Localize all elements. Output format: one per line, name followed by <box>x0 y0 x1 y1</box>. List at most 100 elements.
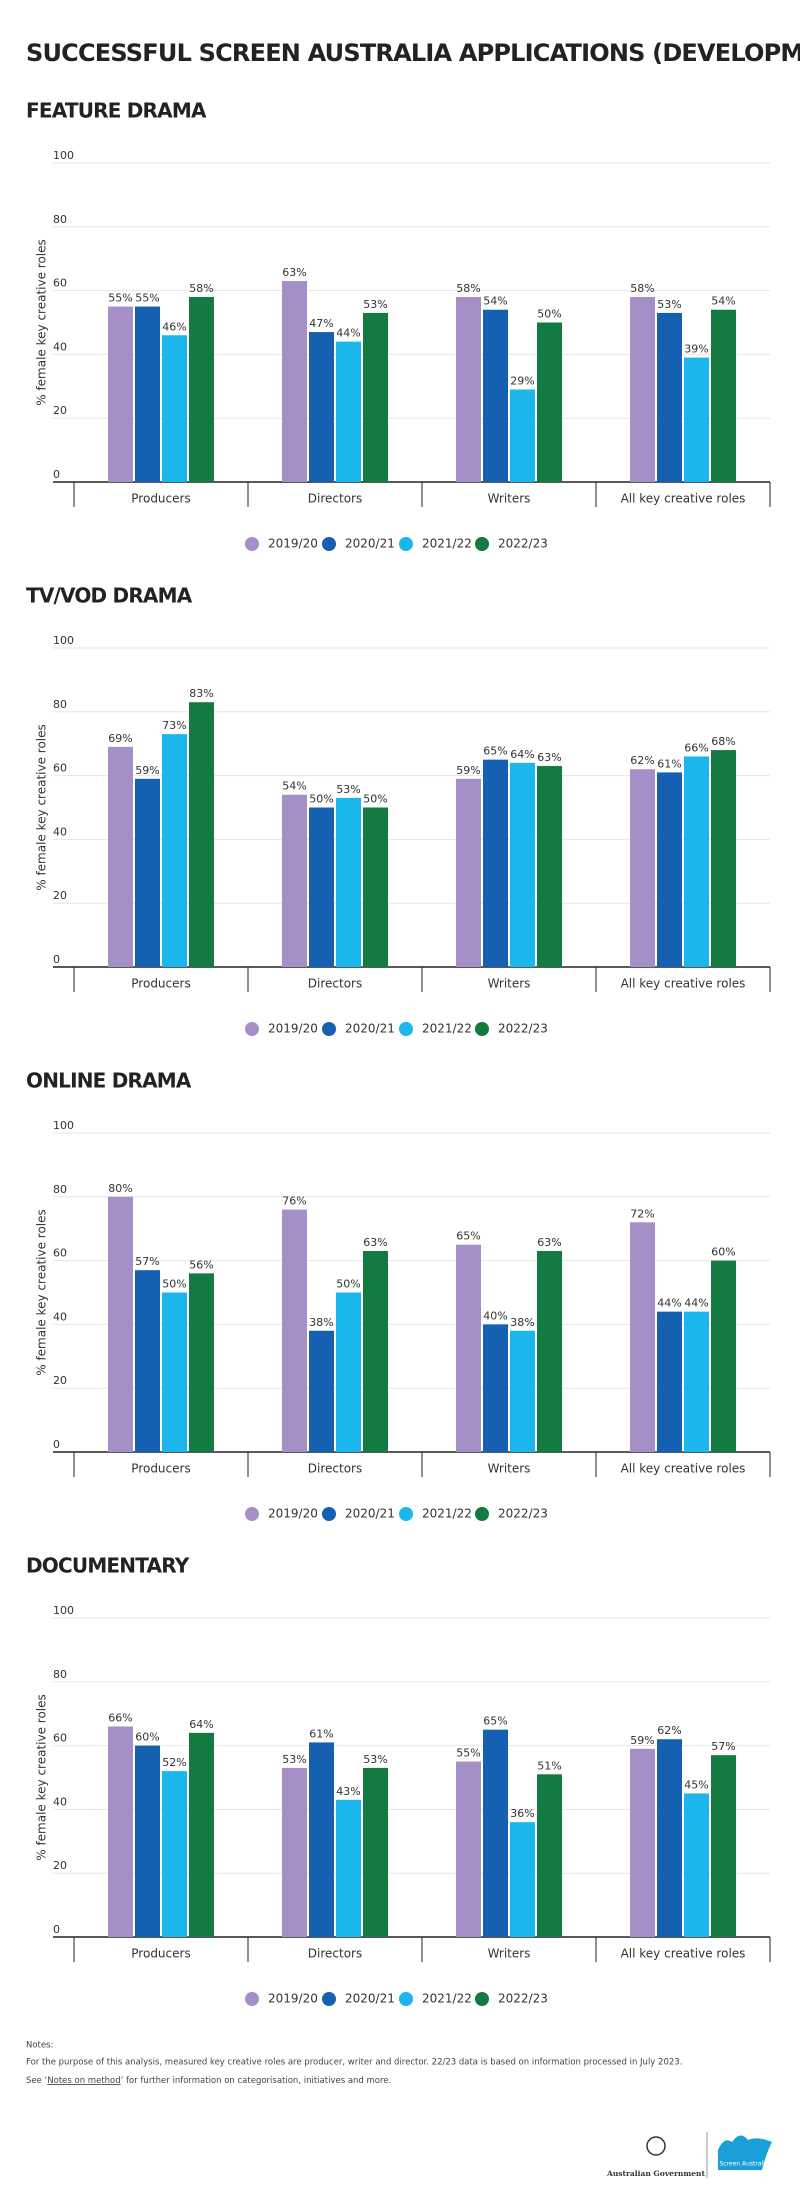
bar <box>135 1270 160 1452</box>
bar <box>630 769 655 967</box>
x-tick-label: Producers <box>131 1462 190 1476</box>
x-tick-label: Directors <box>308 977 362 991</box>
bar <box>684 756 709 967</box>
bar <box>657 312 682 482</box>
y-axis-label: % female key creative roles <box>35 1694 49 1861</box>
value-label: 55% <box>135 292 159 305</box>
notes-line: See ‘Notes on method’ for further inform… <box>26 2076 391 2086</box>
bar <box>282 1767 307 1937</box>
x-tick-label: Directors <box>308 1947 362 1961</box>
bar <box>309 1330 334 1452</box>
legend-swatch <box>322 1992 336 2006</box>
value-label: 45% <box>684 1778 708 1791</box>
bar <box>684 1311 709 1452</box>
x-tick-label: Directors <box>308 492 362 506</box>
bar <box>162 734 187 967</box>
x-tick-label: All key creative roles <box>621 1462 746 1476</box>
value-label: 65% <box>456 1230 480 1243</box>
y-tick-label: 80 <box>53 213 67 226</box>
value-label: 66% <box>684 741 708 754</box>
bar <box>456 1244 481 1452</box>
bar <box>456 778 481 967</box>
bar <box>657 1739 682 1937</box>
value-label: 76% <box>282 1195 306 1208</box>
bar <box>189 1732 214 1937</box>
y-tick-label: 40 <box>53 825 67 838</box>
value-label: 57% <box>135 1255 159 1268</box>
y-tick-label: 80 <box>53 698 67 711</box>
notes-heading: Notes: <box>26 2041 53 2051</box>
value-label: 58% <box>456 282 480 295</box>
value-label: 52% <box>162 1756 186 1769</box>
y-tick-label: 0 <box>53 1438 60 1451</box>
value-label: 58% <box>630 282 654 295</box>
x-tick-label: All key creative roles <box>621 977 746 991</box>
chart-title: ONLINE DRAMA <box>26 1069 192 1093</box>
value-label: 58% <box>189 282 213 295</box>
bar <box>108 1726 133 1937</box>
bar <box>108 746 133 967</box>
bar <box>363 1767 388 1937</box>
value-label: 83% <box>189 687 213 700</box>
bar <box>630 296 655 482</box>
bar <box>711 750 736 967</box>
value-label: 44% <box>657 1297 681 1310</box>
legend-label: 2019/20 <box>268 1507 318 1521</box>
notes-link[interactable]: Notes on method <box>47 2076 120 2086</box>
legend-swatch <box>399 1992 413 2006</box>
value-label: 53% <box>336 783 360 796</box>
legend-swatch <box>399 1022 413 1036</box>
bar <box>162 335 187 482</box>
value-label: 61% <box>309 1727 333 1740</box>
y-tick-label: 60 <box>53 1732 67 1745</box>
bar <box>189 1273 214 1452</box>
legend-label: 2019/20 <box>268 1992 318 2006</box>
bar <box>456 1761 481 1937</box>
y-tick-label: 60 <box>53 762 67 775</box>
bar <box>336 797 361 967</box>
screen-logo: Screen Australia <box>718 2135 772 2170</box>
bar <box>336 341 361 482</box>
y-tick-label: 100 <box>53 1604 74 1617</box>
x-tick-label: Writers <box>488 1947 531 1961</box>
bar <box>483 1729 508 1937</box>
legend-label: 2019/20 <box>268 1022 318 1036</box>
bar <box>711 1755 736 1937</box>
bar <box>630 1748 655 1937</box>
y-tick-label: 0 <box>53 468 60 481</box>
value-label: 44% <box>336 327 360 340</box>
x-tick-label: Writers <box>488 492 531 506</box>
bar <box>189 702 214 967</box>
value-label: 50% <box>363 793 387 806</box>
legend-swatch <box>245 1022 259 1036</box>
logo-text: Screen Australia <box>719 2161 768 2168</box>
legend-label: 2020/21 <box>345 537 395 551</box>
legend-label: 2021/22 <box>422 1507 472 1521</box>
y-tick-label: 40 <box>53 1310 67 1323</box>
y-tick-label: 20 <box>53 1374 67 1387</box>
government-logo: Australian Government <box>606 2136 706 2178</box>
bar <box>684 1793 709 1937</box>
value-label: 39% <box>684 343 708 356</box>
bar <box>135 306 160 482</box>
x-tick-label: Writers <box>488 977 531 991</box>
y-tick-label: 80 <box>53 1668 67 1681</box>
value-label: 53% <box>657 298 681 311</box>
legend-label: 2022/23 <box>498 537 548 551</box>
y-tick-label: 20 <box>53 404 67 417</box>
legend-label: 2020/21 <box>345 1507 395 1521</box>
value-label: 62% <box>657 1724 681 1737</box>
notes-text: ’ for further information on categorisat… <box>121 2076 392 2086</box>
value-label: 54% <box>282 780 306 793</box>
bar <box>657 1311 682 1452</box>
chart-title: DOCUMENTARY <box>26 1554 190 1578</box>
legend-swatch <box>475 1022 489 1036</box>
legend-label: 2021/22 <box>422 537 472 551</box>
value-label: 57% <box>711 1740 735 1753</box>
value-label: 80% <box>108 1182 132 1195</box>
value-label: 55% <box>456 1747 480 1760</box>
legend-label: 2022/23 <box>498 1507 548 1521</box>
value-label: 46% <box>162 320 186 333</box>
value-label: 68% <box>711 735 735 748</box>
legend-label: 2020/21 <box>345 1022 395 1036</box>
